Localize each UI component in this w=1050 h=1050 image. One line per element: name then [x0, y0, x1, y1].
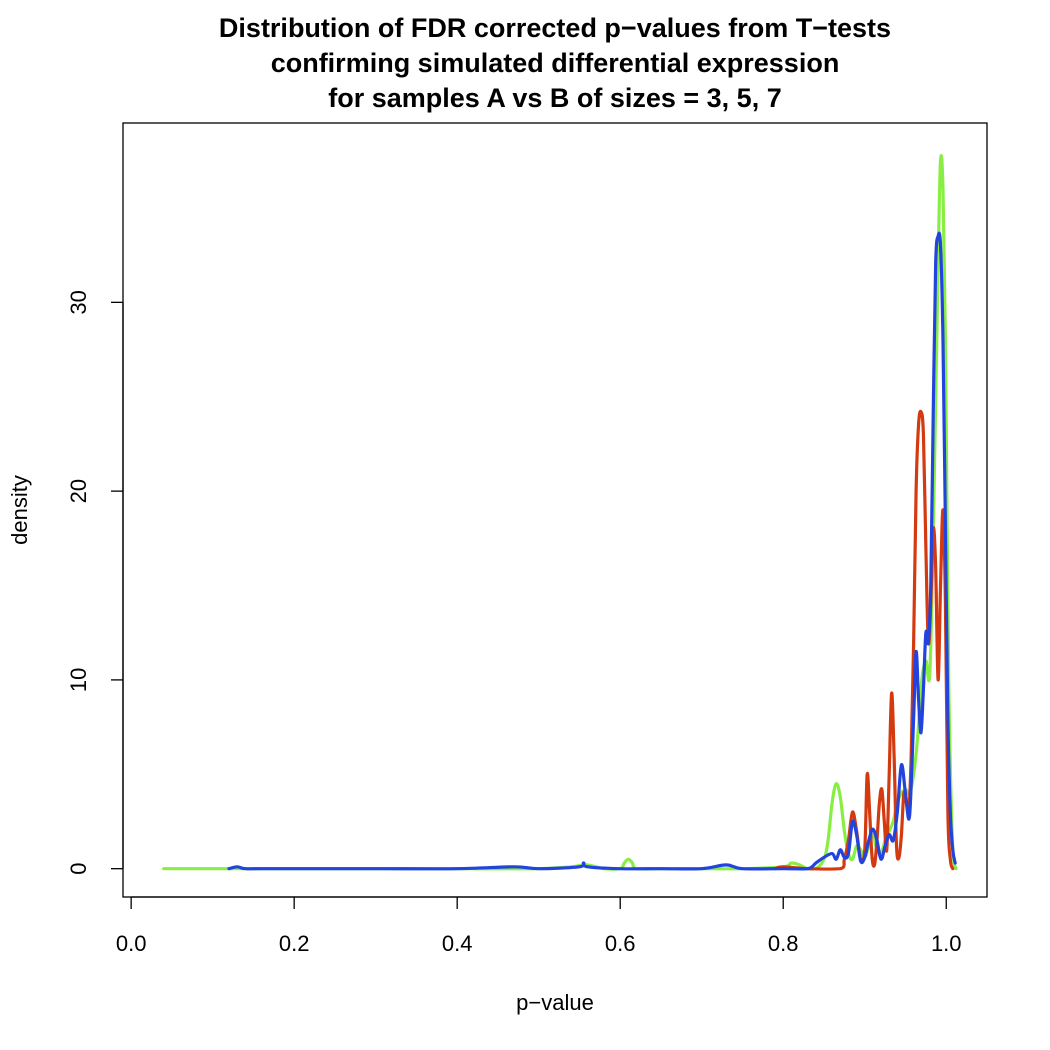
- y-axis-label: density: [7, 475, 32, 545]
- y-tick-label: 10: [66, 668, 91, 692]
- density-line-series-3: [227, 231, 957, 871]
- chart-title-line-2: confirming simulated differential expres…: [271, 48, 840, 78]
- x-tick-label: 0.6: [605, 931, 636, 956]
- x-tick-label: 0.2: [279, 931, 310, 956]
- y-axis: 0 10 20 30: [66, 290, 124, 875]
- y-tick-label: 30: [66, 290, 91, 314]
- chart-title-line-1: Distribution of FDR corrected p−values f…: [219, 13, 891, 43]
- series-layer: [162, 154, 958, 871]
- x-axis: 0.0 0.2 0.4 0.6 0.8 1.0: [116, 896, 962, 956]
- y-tick-label: 0: [66, 863, 91, 875]
- x-axis-label: p−value: [516, 990, 594, 1015]
- x-tick-label: 0.0: [116, 931, 147, 956]
- x-tick-label: 0.4: [442, 931, 473, 956]
- x-tick-label: 1.0: [931, 931, 962, 956]
- y-tick-label: 20: [66, 479, 91, 503]
- x-tick-label: 0.8: [768, 931, 799, 956]
- chart-title-line-3: for samples A vs B of sizes = 3, 5, 7: [328, 83, 781, 113]
